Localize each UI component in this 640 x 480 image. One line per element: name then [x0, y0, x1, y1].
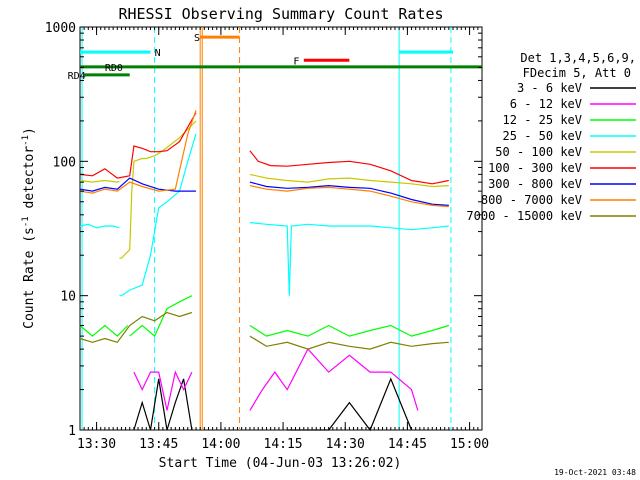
series-line: [249, 335, 449, 350]
flag-label: S: [194, 33, 200, 44]
y-axis-label-close: ): [22, 127, 37, 135]
series-line: [79, 179, 120, 183]
y-tick-label: 10: [60, 290, 76, 305]
series-line: [249, 185, 449, 208]
y-axis-label-rest: detector: [22, 146, 37, 217]
series-line: [79, 177, 196, 192]
series-line: [119, 133, 197, 297]
x-tick-label: 13:45: [139, 437, 178, 452]
x-axis-ticks: 13:30 13:45 14:00 14:15 14:30 14:45 15:00: [77, 27, 489, 452]
legend-entry-label: 6 - 12 keV: [510, 97, 582, 111]
series-lines: [79, 110, 449, 432]
legend-entry-label: 3 - 6 keV: [517, 81, 582, 95]
y-tick-label: 100: [53, 155, 76, 170]
series-line: [249, 324, 449, 337]
legend-entry-label: 25 - 50 keV: [503, 129, 582, 143]
legend-entry-label: 800 - 7000 keV: [481, 193, 582, 207]
legend-entry-label: 12 - 25 keV: [503, 113, 582, 127]
legend: Det 1,3,4,5,6,9, FDecim 5, Att 0 3 - 6 k…: [466, 51, 636, 223]
x-tick-label: 13:30: [77, 437, 116, 452]
series-line: [79, 112, 197, 179]
series-line: [249, 222, 449, 296]
series-line: [249, 173, 449, 188]
x-tick-label: 15:00: [450, 437, 489, 452]
series-line: [249, 348, 419, 411]
y-tick-label: 1: [68, 424, 76, 439]
y-axis-label-main: Count Rate (s: [22, 227, 37, 329]
x-tick-label: 14:15: [264, 437, 303, 452]
legend-entry-label: 50 - 100 keV: [495, 145, 582, 159]
chart-title: RHESSI Observing Summary Count Rates: [118, 5, 443, 23]
x-axis-label: Start Time (04-Jun-03 13:26:02): [159, 456, 402, 471]
legend-header-line-2: FDecim 5, Att 0: [523, 66, 631, 80]
y-axis-label-sup: -1: [21, 216, 31, 227]
series-line: [119, 120, 197, 259]
plot-frame: [79, 26, 483, 431]
flag-bars: N S F RD0 RD4: [68, 33, 482, 82]
flag-label: F: [293, 56, 299, 67]
series-line: [79, 223, 120, 229]
legend-entry-label: 100 - 300 keV: [488, 161, 582, 175]
series-line: [249, 150, 449, 185]
x-tick-label: 14:45: [388, 437, 427, 452]
y-tick-label: 1000: [45, 21, 76, 36]
series-line: [249, 181, 449, 206]
series-line: [79, 110, 197, 194]
legend-header-line-1: Det 1,3,4,5,6,9,: [520, 51, 636, 65]
series-line: [79, 324, 129, 337]
flag-label: RD4: [68, 71, 86, 82]
flag-label: N: [155, 48, 161, 59]
x-tick-label: 14:30: [326, 437, 365, 452]
series-line: [133, 370, 193, 411]
x-tick-label: 14:00: [201, 437, 240, 452]
y-axis-label: Count Rate (s-1 detector-1): [21, 127, 37, 329]
footer-timestamp: 19-Oct-2021 03:48: [554, 468, 636, 477]
series-line: [133, 378, 193, 431]
series-line: [287, 377, 413, 432]
series-line: [79, 311, 193, 343]
legend-entry-label: 300 - 800 keV: [488, 177, 582, 191]
legend-entry-label: 7000 - 15000 keV: [466, 209, 582, 223]
flag-label: RD0: [105, 63, 123, 74]
series-line: [129, 295, 193, 338]
y-axis-ticks: 1 10 100 1000: [45, 21, 482, 439]
y-axis-label-sup2: -1: [21, 135, 31, 146]
